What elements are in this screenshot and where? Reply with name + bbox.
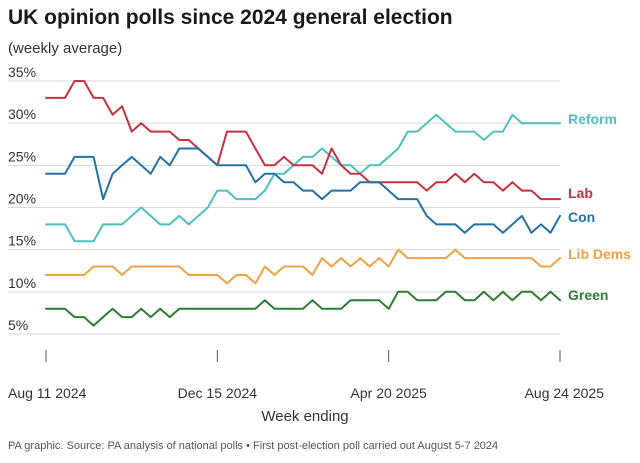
x-tick-label: Dec 15 2024 bbox=[178, 385, 258, 401]
x-tick-label: Apr 20 2025 bbox=[351, 385, 427, 401]
y-axis-ticks: 5% 10% 15% 20% 25% 30% 35% bbox=[8, 64, 36, 333]
chart-title: UK opinion polls since 2024 general elec… bbox=[8, 6, 453, 29]
x-tick-label: Aug 24 2025 bbox=[525, 385, 605, 401]
y-tick-label: 30% bbox=[8, 106, 36, 122]
source-note: PA graphic. Source: PA analysis of natio… bbox=[8, 440, 499, 452]
legend-label-green: Green bbox=[568, 287, 608, 303]
series-lines bbox=[45, 80, 561, 327]
y-tick-label: 25% bbox=[8, 148, 36, 164]
series-line-lab bbox=[45, 80, 561, 201]
x-axis-label: Week ending bbox=[261, 408, 348, 425]
legend: Reform Lab Con Lib Dems Green bbox=[568, 111, 631, 303]
chart-subtitle: (weekly average) bbox=[8, 40, 123, 57]
y-tick-label: 15% bbox=[8, 233, 36, 249]
x-axis-ticks: Aug 11 2024 Dec 15 2024 Apr 20 2025 Aug 24 … bbox=[8, 350, 604, 401]
legend-label-reform: Reform bbox=[568, 111, 617, 127]
series-line-con bbox=[45, 147, 561, 234]
series-line-reform bbox=[45, 113, 561, 243]
y-tick-label: 35% bbox=[8, 64, 36, 80]
x-tick-label: Aug 11 2024 bbox=[8, 385, 87, 401]
legend-label-lib-dems: Lib Dems bbox=[568, 246, 631, 262]
legend-label-con: Con bbox=[568, 209, 595, 225]
legend-label-lab: Lab bbox=[568, 185, 593, 201]
series-line-green bbox=[45, 290, 561, 327]
series-line-lib-dems bbox=[45, 248, 561, 285]
y-tick-label: 10% bbox=[8, 275, 36, 291]
y-tick-label: 5% bbox=[8, 317, 28, 333]
y-tick-label: 20% bbox=[8, 191, 36, 207]
gridlines bbox=[8, 80, 560, 335]
